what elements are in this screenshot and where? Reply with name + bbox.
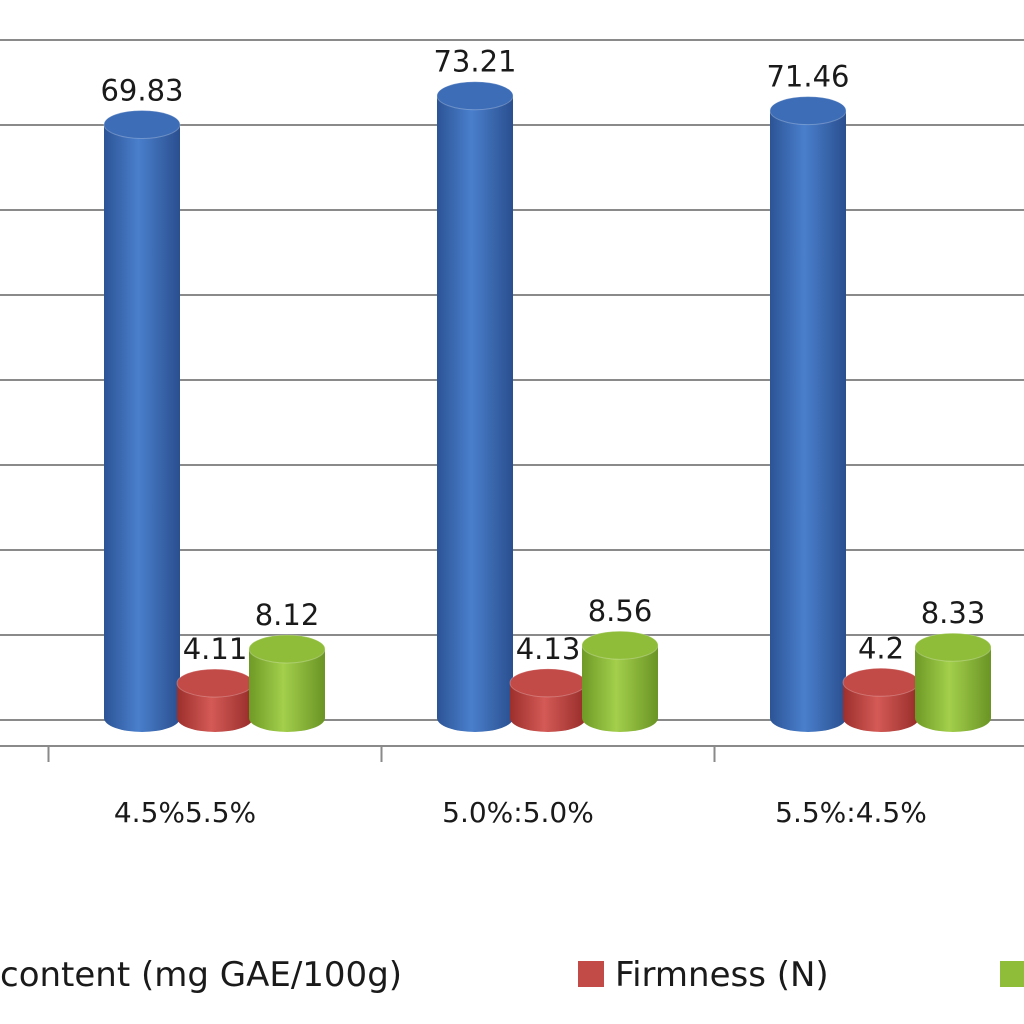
bar — [581, 630, 659, 732]
data-label: 73.21 — [433, 45, 516, 79]
bar — [842, 667, 920, 732]
legend-label: content (mg GAE/100g) — [0, 955, 402, 995]
data-label: 4.2 — [858, 631, 904, 665]
x-tick-labels: 4.5%5.5% 5.0%:5.0% 5.5%:4.5% — [114, 796, 927, 829]
data-label: 8.12 — [255, 598, 320, 632]
bar — [176, 668, 254, 732]
x-axis — [0, 745, 1024, 762]
bar — [248, 634, 326, 732]
bar — [103, 109, 181, 732]
x-tick-label: 5.5%:4.5% — [775, 796, 927, 829]
data-label: 4.11 — [183, 632, 248, 666]
legend-item: content (mg GAE/100g) — [0, 955, 402, 995]
legend-item: Firmness (N) — [578, 955, 829, 995]
data-label: 8.33 — [921, 596, 986, 630]
legend-item — [1000, 961, 1024, 987]
bars — [103, 81, 992, 733]
x-tick-label: 4.5%5.5% — [114, 796, 256, 829]
x-tick-label: 5.0%:5.0% — [442, 796, 594, 829]
data-label: 71.46 — [766, 60, 849, 94]
data-label: 8.56 — [588, 594, 653, 628]
bar — [769, 96, 847, 733]
data-label: 4.13 — [516, 632, 581, 666]
data-labels: 69.83 73.21 71.46 4.11 4.13 4.2 8.12 8.56 8.33 — [100, 45, 985, 666]
legend-swatch — [578, 961, 604, 987]
legend-label: Firmness (N) — [615, 955, 829, 995]
bar — [509, 668, 587, 732]
bar — [436, 81, 514, 733]
legend: content (mg GAE/100g) Firmness (N) — [0, 955, 1024, 995]
bar — [914, 632, 992, 732]
legend-swatch — [1000, 961, 1024, 987]
data-label: 69.83 — [100, 73, 183, 107]
